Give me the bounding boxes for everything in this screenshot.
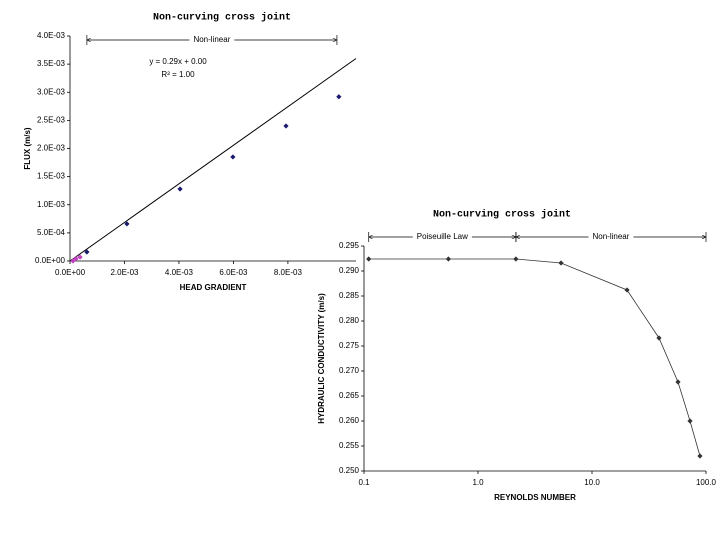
y-tick-label: 4.0E-03 [37, 31, 66, 40]
annotation: Poiseuille Law [417, 232, 468, 241]
x-tick-label: 2.0E-03 [110, 268, 139, 277]
x-tick-label: 10.0 [584, 478, 600, 487]
data-point [70, 258, 76, 264]
data-point [445, 256, 452, 262]
x-axis-label: REYNOLDS NUMBER [494, 493, 576, 502]
x-tick-label: 0.1 [358, 478, 370, 487]
y-tick-label: 0.250 [339, 466, 360, 475]
x-tick-label: 1.0 [472, 478, 484, 487]
y-tick-label: 0.285 [339, 291, 360, 300]
y-tick-label: 0.280 [339, 316, 360, 325]
y-tick-label: 3.0E-03 [37, 87, 66, 96]
x-tick-label: 8.0E-03 [274, 268, 303, 277]
data-point [283, 123, 289, 129]
x-tick-label: 6.0E-03 [219, 268, 248, 277]
annotation: Non-linear [193, 35, 230, 44]
y-tick-label: 0.290 [339, 266, 360, 275]
x-axis-label: HEAD GRADIENT [180, 283, 247, 292]
y-tick-label: 1.5E-03 [37, 172, 66, 181]
y-tick-label: 0.275 [339, 341, 360, 350]
data-point [177, 186, 183, 192]
data-point [124, 221, 130, 227]
data-point [73, 256, 79, 262]
y-tick-label: 0.260 [339, 416, 360, 425]
y-axis-label: FLUX (m/s) [23, 127, 32, 170]
y-tick-label: 3.5E-03 [37, 59, 66, 68]
x-tick-label: 100.0 [696, 478, 717, 487]
chart-title: Non-curving cross joint [433, 209, 571, 221]
data-point [77, 254, 83, 260]
x-tick-label: 4.0E-03 [165, 268, 194, 277]
data-point [697, 453, 703, 459]
data-point [656, 335, 662, 341]
annotation: Non-linear [592, 232, 629, 241]
data-point [558, 260, 564, 266]
annotation: y = 0.29x + 0.00 [149, 57, 207, 66]
data-point [230, 154, 236, 160]
y-tick-label: 2.0E-03 [37, 144, 66, 153]
data-point [624, 287, 630, 293]
y-tick-label: 5.0E-04 [37, 228, 66, 237]
y-tick-label: 0.270 [339, 366, 360, 375]
y-tick-label: 2.5E-03 [37, 115, 66, 124]
y-tick-label: 1.0E-03 [37, 200, 66, 209]
data-point [513, 256, 519, 262]
annotation: R² = 1.00 [161, 70, 195, 79]
y-tick-label: 0.295 [339, 241, 360, 250]
series-line [368, 258, 701, 457]
data-point [336, 94, 342, 100]
y-tick-label: 0.0E+00 [35, 256, 66, 265]
data-point [366, 256, 372, 262]
x-tick-label: 0.0E+00 [55, 268, 86, 277]
data-point [84, 249, 90, 255]
trendline [69, 58, 357, 262]
data-point [675, 379, 681, 385]
y-axis-label: HYDRAULIC CONDUCTIVITY (m/s) [317, 293, 326, 424]
data-point [687, 418, 693, 424]
y-tick-label: 0.265 [339, 391, 360, 400]
chart-title: Non-curving cross joint [153, 12, 291, 24]
y-tick-label: 0.255 [339, 441, 360, 450]
